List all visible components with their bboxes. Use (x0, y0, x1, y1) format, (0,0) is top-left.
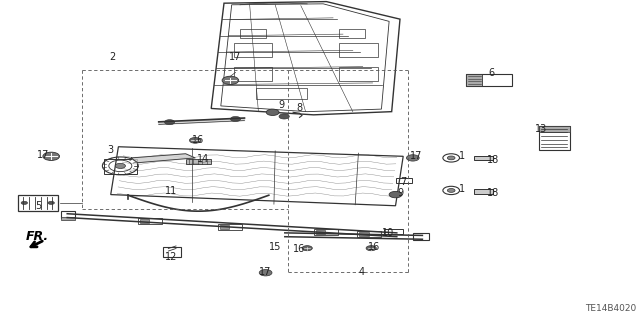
Bar (359, 232, 369, 236)
Text: 17: 17 (410, 151, 422, 161)
Text: 1: 1 (459, 184, 465, 194)
Bar (413, 233, 429, 240)
Text: 18: 18 (486, 188, 499, 198)
Text: 4: 4 (358, 267, 365, 277)
Bar (234, 43, 272, 57)
Text: FR.: FR. (26, 230, 49, 243)
Circle shape (43, 152, 60, 160)
Bar (61, 217, 75, 220)
Circle shape (21, 201, 28, 204)
Text: 16: 16 (293, 244, 306, 255)
Bar (396, 178, 412, 183)
Circle shape (302, 246, 312, 251)
Bar (234, 67, 272, 81)
Text: 7: 7 (400, 177, 406, 187)
Bar (339, 67, 378, 81)
Circle shape (164, 120, 175, 125)
Bar (61, 211, 75, 218)
Circle shape (279, 114, 289, 119)
Text: 18: 18 (486, 155, 499, 165)
Bar (218, 224, 242, 230)
Circle shape (406, 155, 419, 161)
Bar (140, 219, 149, 223)
Bar (220, 225, 229, 229)
Bar (339, 43, 378, 57)
Text: 16: 16 (192, 135, 205, 145)
Text: 5: 5 (35, 201, 42, 211)
Text: 9: 9 (278, 100, 285, 110)
Circle shape (266, 109, 279, 115)
Circle shape (259, 270, 272, 276)
Text: 14: 14 (197, 154, 210, 165)
Bar (240, 29, 266, 38)
Bar (474, 189, 493, 194)
Bar (539, 126, 570, 150)
Circle shape (366, 246, 376, 251)
Bar (163, 247, 181, 257)
Circle shape (447, 156, 455, 160)
Circle shape (189, 137, 201, 143)
Bar (384, 229, 403, 234)
Bar (314, 229, 338, 235)
Text: 17: 17 (37, 150, 50, 160)
Circle shape (222, 76, 239, 85)
Bar (357, 231, 381, 237)
Text: 3: 3 (108, 145, 114, 155)
Bar (316, 230, 325, 234)
Circle shape (389, 191, 402, 198)
Text: 17: 17 (229, 52, 242, 63)
Circle shape (230, 116, 241, 122)
Bar (474, 156, 493, 160)
Bar (539, 126, 570, 132)
Bar (138, 218, 162, 224)
Text: 15: 15 (269, 242, 282, 252)
Bar (466, 74, 482, 86)
Text: 9: 9 (397, 188, 403, 198)
Bar (339, 29, 365, 38)
Bar (256, 88, 307, 99)
Circle shape (447, 189, 455, 192)
Text: 13: 13 (534, 124, 547, 134)
Text: 1: 1 (459, 151, 465, 161)
Circle shape (115, 163, 125, 168)
Text: 12: 12 (165, 252, 178, 262)
Text: 16: 16 (368, 242, 381, 252)
Text: 10: 10 (381, 228, 394, 238)
Bar (186, 159, 211, 164)
Circle shape (48, 201, 54, 204)
Text: 17: 17 (259, 267, 272, 277)
Bar (18, 195, 58, 211)
Text: 11: 11 (165, 186, 178, 197)
Text: 2: 2 (109, 52, 115, 63)
Bar (466, 74, 512, 86)
Text: TE14B4020: TE14B4020 (586, 304, 637, 313)
Polygon shape (159, 118, 244, 124)
Text: 8: 8 (296, 103, 303, 114)
Text: 6: 6 (488, 68, 495, 78)
Bar (104, 159, 137, 174)
Polygon shape (131, 154, 195, 163)
